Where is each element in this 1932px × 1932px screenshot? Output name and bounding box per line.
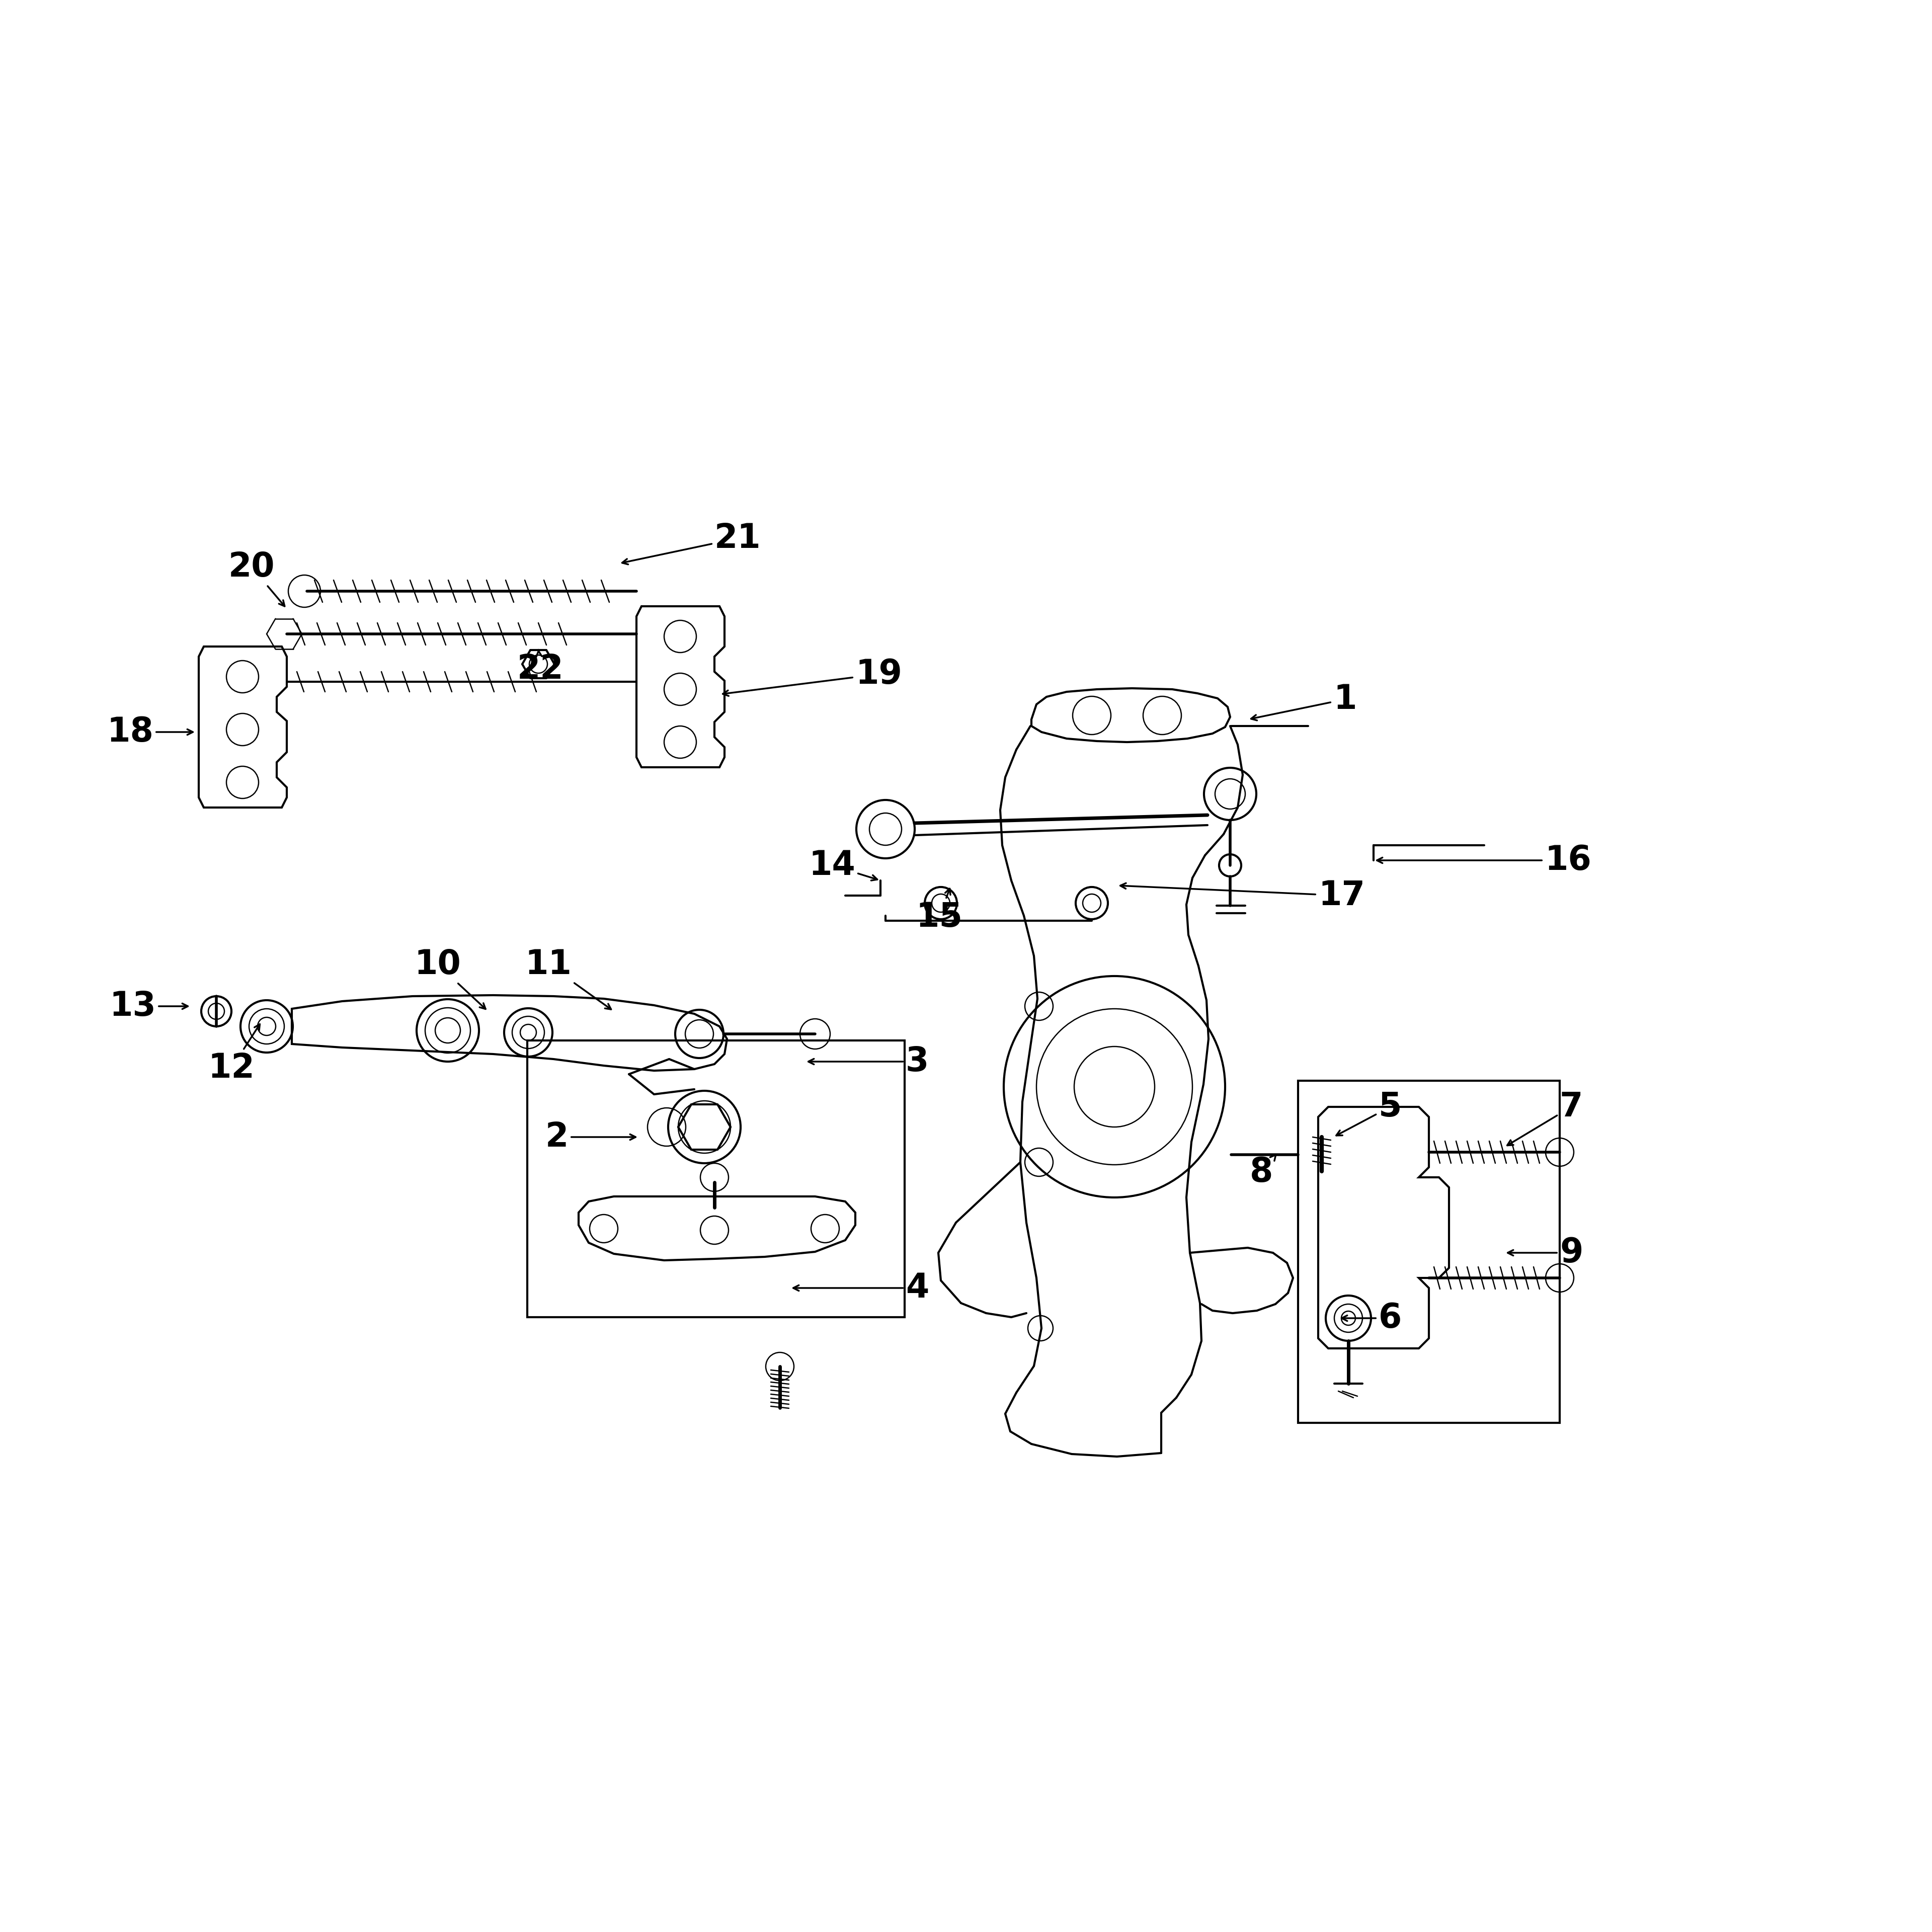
Bar: [527, 1041, 904, 1318]
Text: 14: 14: [810, 848, 877, 883]
Text: 22: 22: [518, 649, 564, 686]
Text: 21: 21: [622, 522, 761, 564]
Text: 7: 7: [1507, 1090, 1582, 1146]
Text: 17: 17: [1121, 879, 1364, 912]
Text: 15: 15: [916, 889, 962, 933]
Text: 12: 12: [209, 1024, 259, 1084]
Text: 18: 18: [106, 715, 193, 748]
Text: 8: 8: [1250, 1155, 1275, 1188]
Text: 5: 5: [1337, 1090, 1403, 1136]
Text: 20: 20: [228, 551, 284, 607]
Text: 16: 16: [1378, 844, 1592, 877]
Text: 2: 2: [545, 1121, 636, 1153]
Bar: [1298, 1080, 1559, 1422]
Text: 6: 6: [1341, 1302, 1403, 1335]
Text: 9: 9: [1507, 1236, 1582, 1269]
Text: 19: 19: [723, 657, 902, 696]
Text: 11: 11: [526, 949, 611, 1009]
Text: 10: 10: [413, 949, 485, 1009]
Text: 13: 13: [110, 989, 187, 1022]
Text: 4: 4: [794, 1271, 929, 1304]
Text: 3: 3: [808, 1045, 929, 1078]
Text: 1: 1: [1252, 682, 1356, 721]
